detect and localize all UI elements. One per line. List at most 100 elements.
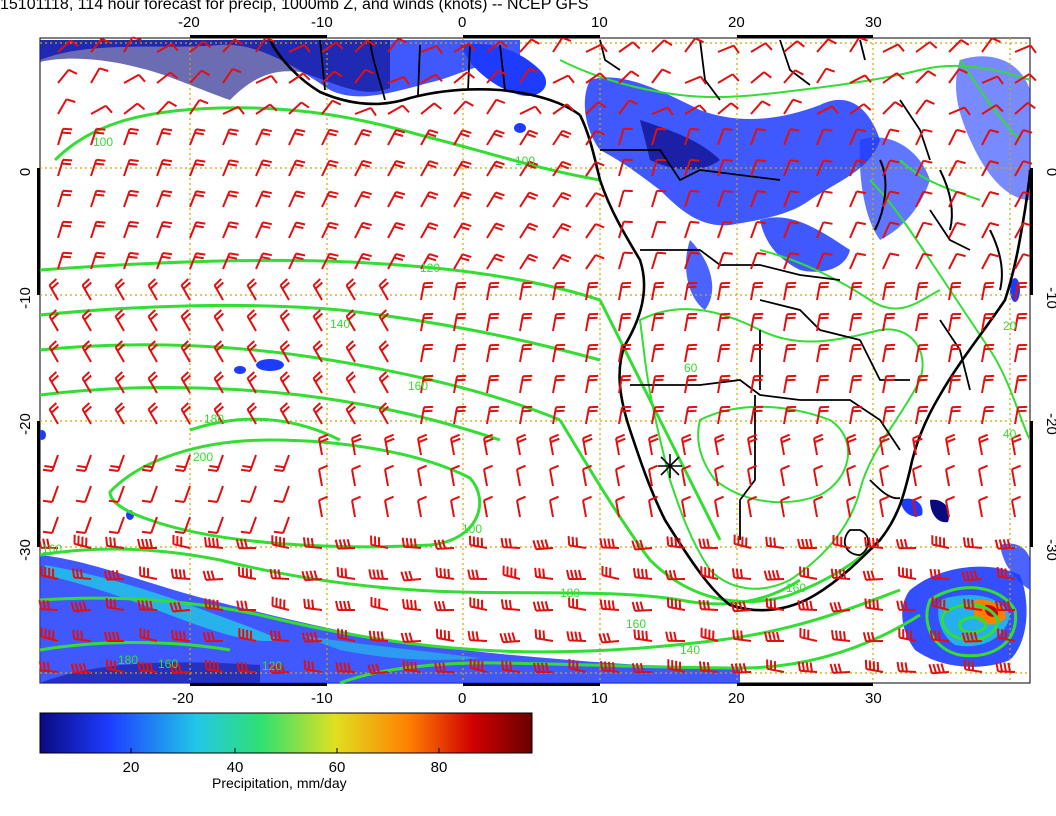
wind-barb (169, 663, 191, 674)
wind-barb (585, 101, 607, 115)
wind-barb (568, 658, 587, 673)
wind-barb (180, 309, 191, 332)
wind-barb (1014, 312, 1028, 332)
wind-barb (288, 159, 306, 177)
contour-label: 160 (158, 657, 178, 671)
contour-label: 140 (330, 317, 350, 331)
wind-barb (717, 73, 740, 84)
wind-barb (945, 495, 955, 518)
contour-label: 160 (408, 379, 428, 393)
wind-barb (237, 566, 257, 580)
wind-barb (42, 516, 59, 534)
wind-barb (862, 631, 884, 643)
wind-barb (684, 251, 700, 270)
wind-barb (879, 495, 889, 518)
wind-barb (420, 281, 434, 301)
wind-barb (301, 631, 323, 643)
wind-barb (651, 312, 665, 332)
wind-barb (486, 160, 505, 177)
wind-barb (997, 628, 1016, 642)
wind-barb (486, 69, 507, 84)
wind-barb (585, 281, 599, 301)
wind-barb (846, 433, 857, 456)
wind-barb (453, 191, 472, 208)
wind-barb (453, 71, 476, 84)
wind-barb (1014, 129, 1033, 146)
wind-barb (618, 374, 632, 394)
wind-barb (684, 37, 705, 53)
wind-barb (882, 128, 900, 146)
wind-barb (995, 600, 1015, 611)
wind-barb (156, 71, 179, 84)
wind-barb (255, 221, 272, 239)
wind-barb (730, 662, 752, 674)
wind-barb (783, 281, 797, 301)
wind-barb (552, 312, 566, 332)
wind-barb (207, 485, 224, 503)
wind-barb (731, 568, 752, 580)
wind-barb (846, 495, 856, 518)
wind-barb (717, 251, 733, 270)
wind-barb (40, 566, 59, 580)
wind-barb (370, 535, 389, 549)
wind-barb (368, 630, 389, 642)
wind-barb (618, 312, 632, 332)
lon-tick-label: -10 (311, 14, 333, 31)
wind-barb (302, 537, 323, 549)
wind-barb (486, 129, 505, 146)
wind-barb (534, 567, 554, 580)
lon-tick-label: 30 (865, 690, 882, 707)
wind-barb (180, 371, 191, 394)
wind-barb (170, 568, 191, 580)
wind-barb (519, 281, 533, 301)
wind-barb (469, 658, 488, 673)
wind-barb (783, 221, 800, 239)
wind-barb (467, 569, 488, 580)
wind-barb (747, 495, 757, 518)
wind-barb (42, 454, 59, 472)
wind-barb (189, 190, 206, 208)
wind-barb (288, 128, 306, 146)
lat-tick-label: 0 (17, 168, 34, 176)
wind-barb (714, 464, 724, 487)
wind-barb (714, 433, 725, 456)
wind-barb (420, 222, 439, 239)
wind-barb (204, 536, 224, 549)
wind-barb (849, 312, 863, 332)
wind-barb (81, 278, 92, 301)
wind-barb (90, 127, 106, 146)
wind-barb (915, 99, 935, 115)
wind-barb (783, 128, 800, 146)
wind-barb (948, 128, 966, 146)
wind-barb (948, 281, 962, 301)
wind-barb (816, 221, 833, 239)
wind-barb (213, 340, 224, 363)
wind-barb (750, 343, 764, 363)
wind-barb (931, 535, 950, 549)
wind-barb (288, 252, 306, 270)
wind-barb (1011, 495, 1021, 518)
contour-label: 60 (684, 361, 698, 375)
wind-barb (378, 309, 389, 332)
wind-barb (81, 402, 92, 425)
contour-label: 100 (93, 135, 113, 149)
wind-barb (48, 371, 59, 394)
wind-barb (783, 190, 800, 208)
wind-barb (156, 190, 173, 208)
wind-barb (450, 464, 460, 487)
wind-barb (141, 516, 158, 534)
wind-barb (750, 405, 764, 425)
wind-barb (799, 627, 818, 642)
wind-barb (732, 629, 752, 642)
wind-barb (750, 100, 771, 115)
wind-barb (783, 312, 797, 332)
wind-barb (318, 495, 328, 518)
wind-barb (453, 405, 467, 425)
wind-barb (882, 72, 905, 84)
wind-barb (269, 568, 290, 580)
wind-barb (700, 566, 719, 580)
wind-barb (765, 598, 785, 611)
wind-barb (516, 433, 527, 456)
wind-barb (765, 536, 785, 549)
wind-barb (486, 191, 505, 208)
